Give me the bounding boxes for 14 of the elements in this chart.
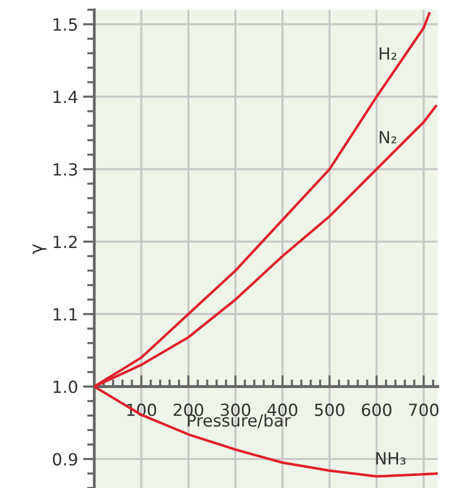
- y-tick-label: 1.3: [54, 163, 77, 176]
- y-tick-label: 1.5: [54, 18, 77, 31]
- y-tick-label: 1.4: [54, 90, 78, 104]
- y-tick-label: 1.2: [54, 236, 77, 248]
- y-tick-label: 0.9: [52, 452, 78, 466]
- y-tick-label: 1.0: [54, 380, 78, 394]
- series-label: H₂: [380, 47, 396, 60]
- y-tick-label: 1.1: [54, 308, 77, 320]
- y-axis-title: γ: [32, 244, 46, 254]
- x-tick-label: 600: [362, 404, 392, 416]
- x-tick-label: 700: [409, 404, 438, 416]
- x-tick-label: 500: [314, 404, 344, 416]
- series-label: N₂: [380, 131, 396, 144]
- series-label: NH₃: [376, 452, 406, 465]
